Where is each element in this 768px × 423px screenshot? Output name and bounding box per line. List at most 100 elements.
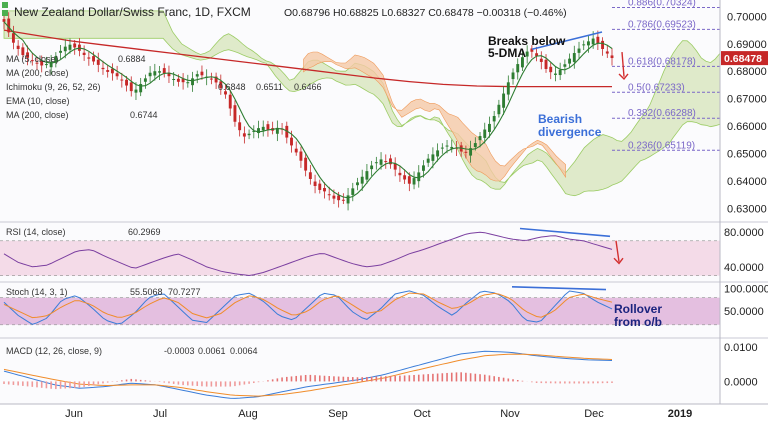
candle-body: [356, 182, 359, 186]
annotation-bearish-line1: Bearish: [538, 112, 582, 126]
candle-body: [525, 51, 529, 57]
candle-body: [374, 162, 378, 164]
candle-body: [247, 133, 251, 136]
candle-body: [224, 91, 227, 95]
legend-ichimoku-v1: 0.6848: [218, 82, 246, 92]
candle-body: [87, 57, 91, 59]
legend-ma200: MA (200, close): [6, 110, 69, 120]
ichimoku-cloud-bearish: [303, 51, 566, 182]
rsi-panel: 80.0000 40.0000: [0, 227, 764, 277]
candle-body: [129, 82, 133, 92]
candle-body: [266, 124, 270, 130]
annotation-breaks-line2: 5-DMA: [488, 46, 526, 60]
legend-ma200-value: 0.6744: [130, 110, 158, 120]
candle-body: [134, 89, 138, 93]
x-label-7: 2019: [668, 408, 692, 420]
candle-body: [337, 195, 341, 201]
candle-body: [219, 81, 223, 89]
candle-body: [605, 51, 609, 54]
candle-body: [195, 74, 199, 77]
candle-body: [516, 64, 520, 73]
legend-ichimoku-v3: 0.6466: [294, 82, 322, 92]
candle-body: [186, 82, 190, 84]
candle-body: [370, 165, 374, 170]
legend-rsi: RSI (14, close): [6, 227, 66, 237]
candle-body: [68, 44, 72, 50]
macd-signal-line: [3, 353, 613, 397]
candle-body: [299, 151, 303, 161]
candle-body: [539, 58, 543, 62]
candle-body: [365, 171, 369, 180]
candle-body: [422, 165, 425, 171]
candle-body: [327, 194, 331, 196]
annotations: Breaks below 5-DMA Bearish divergence Ro…: [488, 34, 662, 329]
macd-line: [3, 350, 613, 399]
candle-body: [162, 68, 166, 74]
fib-label-5: 0.236(0.65119): [628, 140, 695, 151]
legend-macd: MACD (12, 26, close, 9): [6, 346, 102, 356]
stoch-k-line: [3, 290, 613, 325]
rsi-tick-1: 40.0000: [724, 262, 764, 274]
price-arrow-shaft: [621, 51, 625, 77]
candle-body: [125, 79, 128, 86]
candle-body: [49, 61, 53, 68]
stoch-panel: 100.0000 50.0000: [0, 284, 768, 326]
price-tick-3: 0.67000: [727, 94, 767, 106]
indicator-legends: RSI (14, close) 60.2969 Stoch (14, 3, 1)…: [6, 227, 258, 356]
x-label-5: Nov: [500, 408, 520, 420]
x-label-6: Dec: [584, 408, 604, 420]
candle-body: [261, 126, 265, 131]
candle-body: [233, 105, 237, 122]
candle-body: [16, 45, 20, 50]
candle-body: [176, 78, 180, 82]
candle-body: [506, 82, 510, 95]
last-price-tag: [721, 51, 768, 66]
candle-body: [120, 79, 124, 81]
price-tick-7: 0.63000: [727, 203, 767, 215]
x-label-3: Sep: [328, 408, 348, 420]
candle-body: [497, 104, 501, 115]
stoch-d-line: [3, 292, 613, 319]
candle-body: [44, 64, 48, 66]
candle-body: [488, 123, 491, 132]
candle-body: [275, 127, 279, 134]
candle-body: [535, 53, 539, 56]
candle-body: [582, 44, 586, 46]
candle-body: [389, 158, 392, 165]
candle-body: [143, 78, 147, 82]
candle-body: [323, 187, 326, 192]
candle-body: [200, 71, 204, 76]
candle-body: [469, 148, 473, 156]
candle-body: [341, 199, 345, 201]
price-tick-0: 0.70000: [727, 11, 767, 23]
annotation-breaks-line1: Breaks below: [488, 34, 566, 48]
candle-body: [596, 36, 600, 44]
legend-ma5-value: 0.6884: [118, 54, 146, 64]
candle-body: [393, 163, 397, 170]
candle-body: [139, 83, 143, 93]
candle-body: [148, 72, 152, 77]
stoch-tick-1: 50.0000: [724, 306, 764, 318]
candle-body: [332, 195, 336, 199]
candle-body: [445, 145, 449, 147]
candle-body: [92, 56, 96, 62]
candle-body: [473, 143, 477, 148]
x-axis-labels: Jun Jul Aug Sep Oct Nov Dec 2019: [65, 408, 692, 420]
candle-body: [601, 40, 605, 50]
candle-body: [360, 176, 364, 184]
price-tick-1: 0.69000: [727, 39, 767, 51]
candle-body: [568, 58, 572, 64]
candle-body: [73, 43, 77, 48]
annotation-bearish-line2: divergence: [538, 125, 602, 139]
rsi-tick-0: 80.0000: [724, 227, 764, 239]
candle-body: [610, 55, 614, 59]
candle-body: [308, 172, 312, 179]
fib-label-2: 0.618(0.68178): [628, 56, 696, 67]
macd-tick-1: 0.0000: [724, 376, 758, 388]
candle-body: [115, 73, 119, 77]
fib-label-3: 0.5(0.67233): [628, 82, 685, 93]
chart-title: New Zealand Dollar/Swiss Franc, 1D, FXCM: [14, 5, 251, 19]
candle-body: [553, 73, 557, 75]
candle-body: [431, 154, 435, 161]
candle-body: [214, 76, 218, 83]
